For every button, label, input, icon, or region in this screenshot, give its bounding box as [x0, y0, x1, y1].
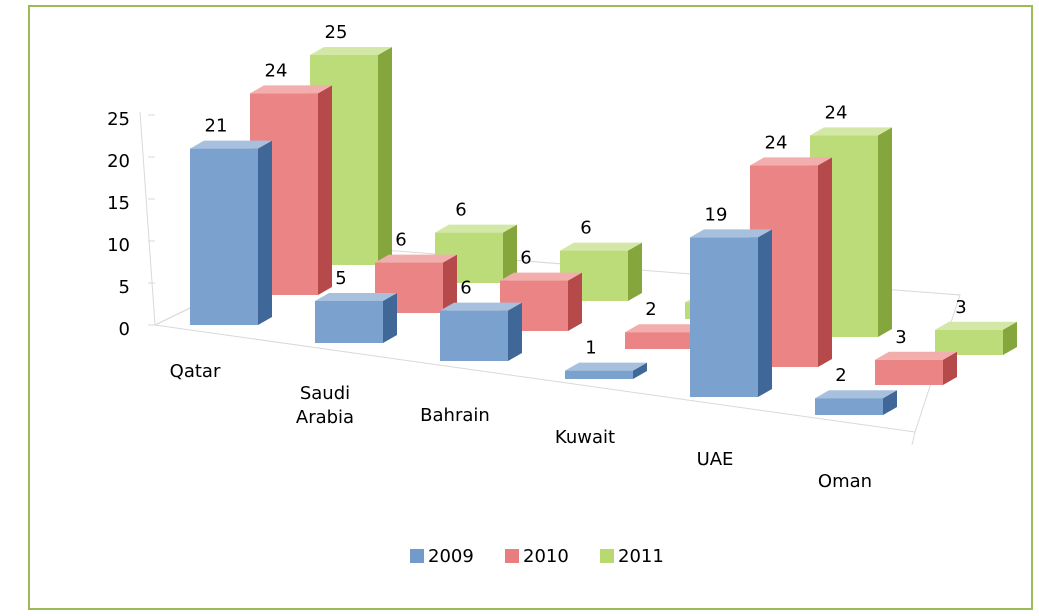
bar-front: [565, 370, 633, 379]
bar-side: [628, 242, 642, 301]
bar: [440, 302, 522, 361]
bar-side: [503, 224, 517, 283]
bar-top: [815, 390, 897, 399]
bar-front: [935, 329, 1003, 355]
bar-side: [818, 157, 832, 367]
data-label: 2: [645, 299, 656, 320]
bar-top: [315, 293, 397, 301]
bar-side: [568, 272, 582, 331]
legend-swatch: [600, 549, 614, 563]
wall-edge: [911, 431, 916, 446]
bar-side: [318, 85, 332, 296]
bar: [190, 140, 272, 325]
bar-front: [875, 359, 943, 385]
bar-top: [435, 224, 517, 233]
bar-top: [190, 140, 272, 149]
data-label: 19: [705, 204, 728, 225]
data-label: 6: [455, 200, 466, 221]
y-tick-label: 10: [107, 235, 130, 256]
data-label: 2: [835, 365, 846, 386]
data-label: 6: [520, 248, 531, 269]
bar-side: [258, 140, 272, 325]
x-tick-label: Saudi Arabia: [295, 383, 355, 428]
bar-top: [310, 47, 392, 55]
y-tick-label: 15: [107, 193, 130, 214]
bar: [690, 229, 772, 397]
legend-label: 2010: [523, 546, 569, 567]
data-label: 24: [765, 132, 788, 153]
bar-top: [810, 127, 892, 136]
bar-side: [443, 254, 457, 313]
data-label: 6: [460, 278, 471, 299]
bar-front: [190, 148, 258, 325]
x-tick-label: UAE: [696, 449, 734, 470]
y-tick-label: 25: [107, 109, 130, 130]
bar-top: [935, 321, 1017, 330]
bar-side: [378, 47, 392, 265]
bar: [875, 351, 957, 385]
bar-top: [875, 351, 957, 360]
chart-frame: [28, 5, 1033, 610]
bar: [815, 390, 897, 415]
data-label: 3: [955, 297, 966, 318]
bar: [565, 362, 647, 379]
data-label: 24: [825, 102, 848, 123]
bar-side: [758, 229, 772, 397]
x-tick-label: Bahrain: [420, 405, 490, 426]
wall-edge: [139, 111, 156, 326]
bar-side: [943, 351, 957, 385]
bar-front: [690, 237, 758, 397]
bar-side: [633, 362, 647, 379]
data-label: 5: [335, 268, 346, 289]
legend-swatch: [505, 549, 519, 563]
bar-side: [883, 390, 897, 415]
bar-front: [625, 332, 693, 349]
legend-label: 2009: [428, 546, 474, 567]
x-tick-label: Kuwait: [554, 427, 616, 448]
bar: [315, 293, 397, 343]
data-label: 25: [325, 22, 348, 43]
bar-top: [560, 242, 642, 251]
bar: [935, 321, 1017, 355]
x-tick-label: Qatar: [169, 361, 221, 382]
bar-front: [315, 301, 383, 343]
data-label: 21: [205, 116, 228, 137]
bar-top: [690, 229, 772, 238]
data-label: 6: [395, 230, 406, 251]
bar-top: [500, 272, 582, 281]
data-label: 6: [580, 218, 591, 239]
bar-front: [440, 310, 508, 361]
y-tick-label: 5: [119, 277, 130, 298]
data-label: 1: [585, 338, 596, 359]
y-tick-label: 0: [119, 319, 130, 340]
x-tick-label: Oman: [817, 471, 873, 492]
legend-swatch: [410, 549, 424, 563]
bar-top: [440, 302, 522, 311]
data-label: 24: [265, 60, 288, 81]
bar-top: [375, 254, 457, 263]
bar-top: [625, 324, 707, 333]
y-tick-label: 20: [107, 151, 130, 172]
legend-label: 2011: [618, 546, 664, 567]
bar-side: [878, 127, 892, 338]
bar-side: [383, 293, 397, 343]
bar-side: [508, 302, 522, 361]
bar-top: [565, 362, 647, 371]
bar-top: [750, 157, 832, 166]
bar-front: [815, 398, 883, 415]
bar-side: [1003, 321, 1017, 355]
bar-top: [250, 85, 332, 94]
data-label: 3: [895, 327, 906, 348]
